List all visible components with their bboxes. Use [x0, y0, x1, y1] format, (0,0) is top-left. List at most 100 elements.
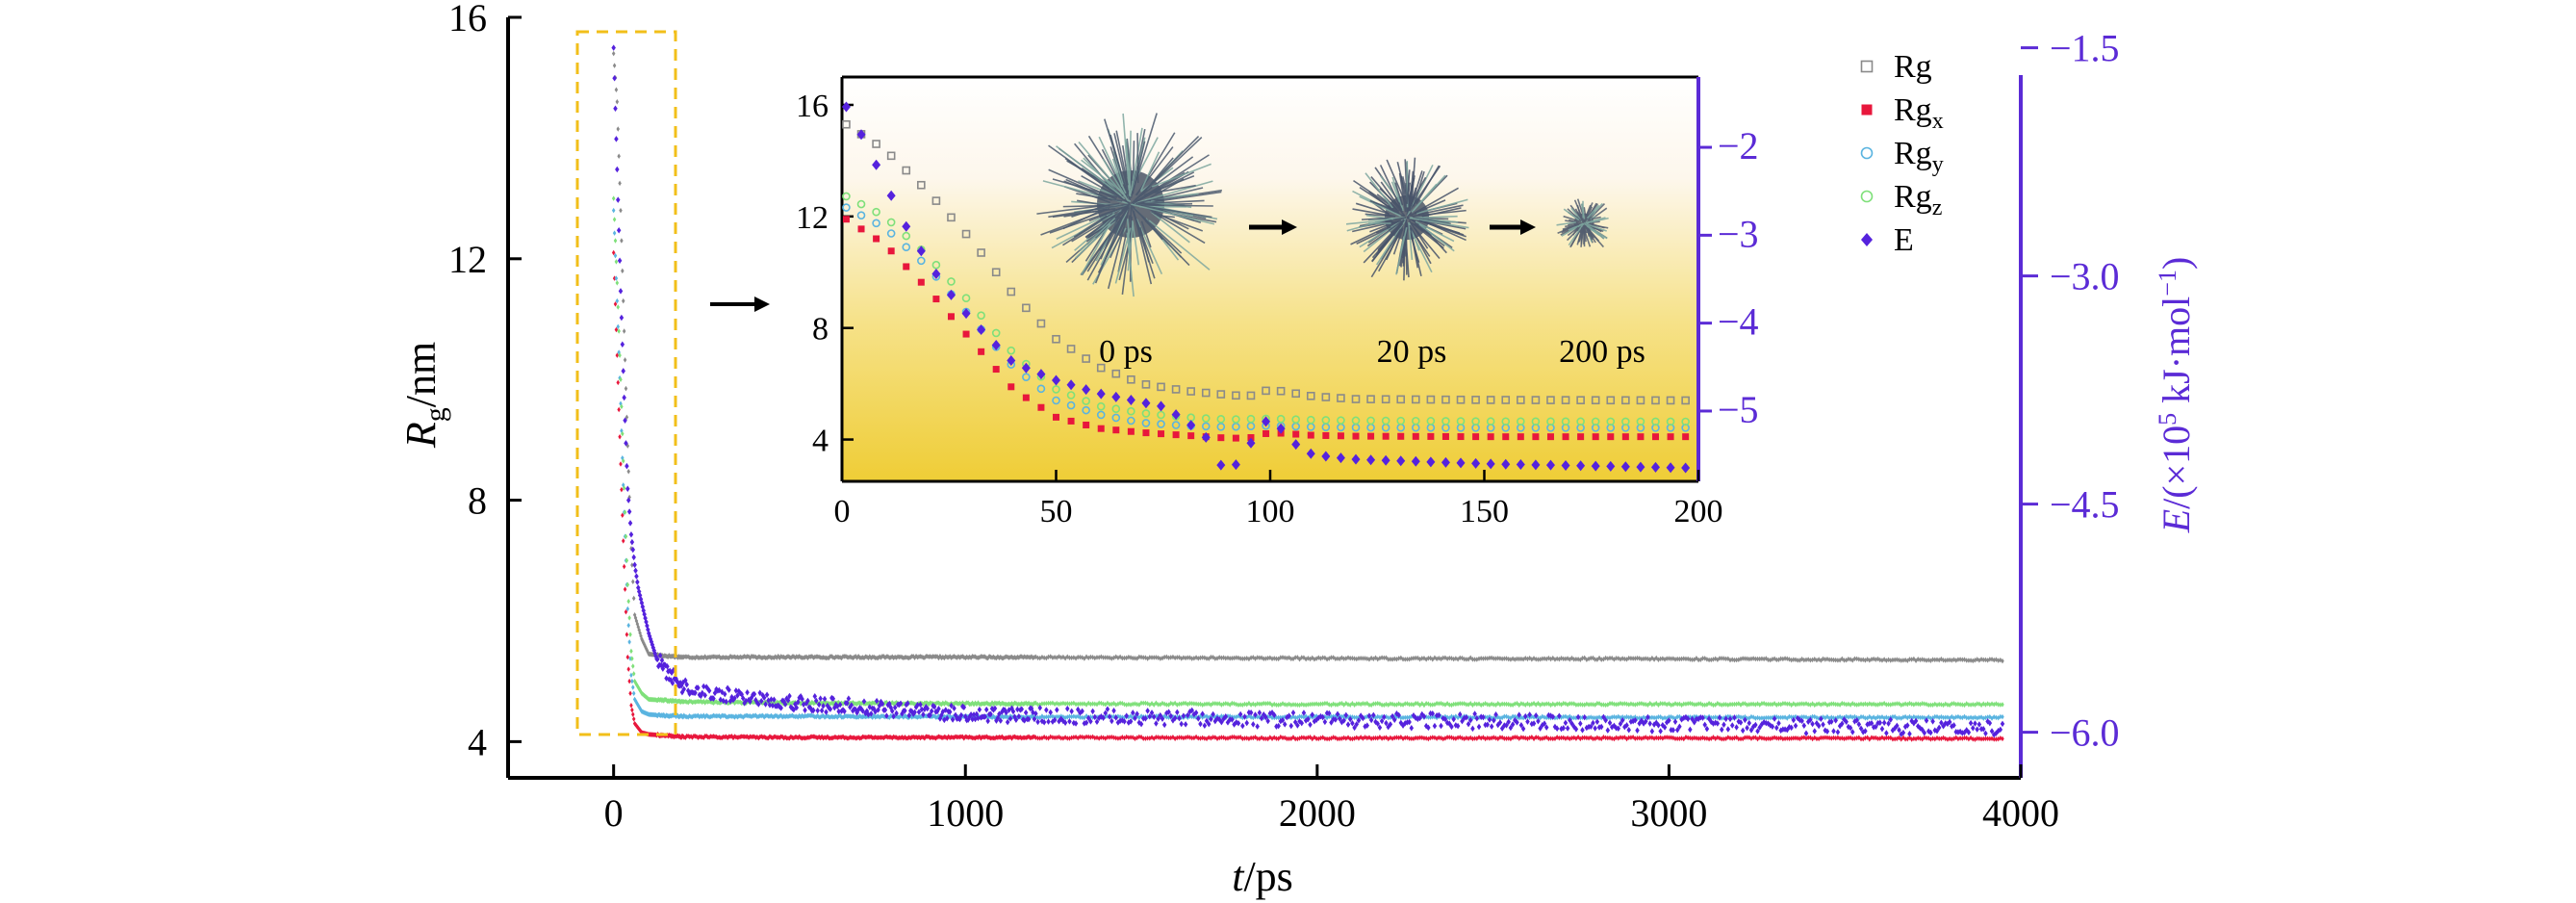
data-point-E: [1128, 718, 1134, 725]
data-point-E: [1563, 719, 1569, 727]
data-point-Rg_x: [1470, 735, 1475, 742]
data-point-Rg_x: [1186, 734, 1190, 740]
data-point-Rg: [1479, 656, 1483, 661]
data-point-E: [1968, 719, 1974, 727]
inset-data-point-Rg_z: [1681, 417, 1690, 426]
legend-item: Rgz: [1860, 179, 1942, 220]
inset-data-point-Rg: [977, 248, 985, 257]
data-point-Rg_x: [1707, 735, 1711, 742]
data-point-Rg_x: [1164, 735, 1169, 740]
inset-data-point-Rg_x: [1592, 433, 1599, 441]
data-point-Rg_x: [1580, 735, 1585, 741]
data-point-Rg_z: [1899, 702, 1903, 709]
data-point-Rg: [1390, 657, 1394, 662]
inset-data-point-Rg_z: [872, 207, 880, 217]
data-point-Rg: [1901, 658, 1905, 663]
data-point-E: [1206, 720, 1211, 728]
data-point-Rg_x: [1994, 736, 1999, 742]
data-point-Rg_y: [1713, 714, 1718, 720]
data-point-Rg_z: [1143, 700, 1148, 707]
data-point-Rg_y: [1612, 713, 1617, 720]
data-point-E: [1561, 725, 1566, 732]
data-point-Rg_y: [1035, 714, 1040, 721]
data-point-E: [1835, 729, 1841, 735]
inset-data-point-E: [1262, 416, 1271, 427]
data-point-Rg: [1240, 656, 1245, 662]
inset-data-point-Rg_z: [1157, 410, 1165, 420]
data-point-E: [1282, 721, 1288, 728]
data-point-Rg_z: [1589, 701, 1594, 708]
data-point-E: [800, 695, 804, 703]
inset-data-point-Rg: [1531, 396, 1541, 404]
data-point-Rg: [1930, 657, 1935, 662]
data-point-Rg_x: [1159, 735, 1162, 741]
data-point-Rg: [1205, 656, 1209, 661]
data-point-Rg: [1035, 655, 1040, 661]
inset-data-point-Rg_x: [1682, 433, 1690, 441]
data-point-Rg: [615, 99, 620, 105]
data-point-Rg_z: [1371, 701, 1376, 707]
data-point-E: [988, 710, 993, 718]
data-point-E: [889, 708, 895, 714]
data-point-E: [1922, 729, 1927, 736]
data-point-Rg_z: [1829, 701, 1834, 707]
data-point-Rg_x: [1141, 735, 1145, 741]
data-point-E: [822, 695, 828, 703]
data-point-E: [1722, 721, 1726, 728]
data-point-Rg: [1792, 657, 1796, 662]
data-point-Rg: [1599, 657, 1603, 662]
data-point-Rg_z: [1472, 701, 1477, 707]
data-point-Rg_z: [1295, 702, 1300, 708]
data-point-E: [1732, 714, 1737, 721]
data-point-Rg: [1923, 657, 1926, 663]
data-point-Rg_x: [1656, 735, 1661, 741]
data-point-E: [1458, 710, 1463, 718]
data-point-Rg_x: [1977, 735, 1981, 742]
data-point-Rg_z: [1182, 700, 1186, 707]
data-point-Rg_y: [1762, 715, 1766, 721]
data-point-Rg_z: [1578, 702, 1583, 708]
data-point-Rg_x: [1274, 735, 1279, 741]
data-point-E: [1582, 713, 1587, 721]
data-point-Rg_z: [1314, 701, 1318, 707]
inset-data-point-E: [1606, 460, 1616, 472]
data-point-E: [876, 707, 880, 713]
data-point-E: [1527, 711, 1532, 718]
data-point-E: [1895, 722, 1900, 730]
data-point-Rg: [1051, 655, 1055, 660]
data-point-Rg_x: [1633, 735, 1638, 741]
data-point-E: [1111, 708, 1116, 714]
data-point-Rg_x: [613, 301, 618, 307]
data-point-Rg_x: [1327, 735, 1332, 742]
data-point-Rg_z: [1179, 701, 1184, 707]
inset-y-tick-label: 4: [812, 424, 829, 459]
data-point-Rg_y: [1297, 713, 1302, 720]
data-point-Rg: [1663, 657, 1667, 662]
data-point-Rg_z: [1617, 701, 1620, 708]
data-point-E: [1377, 724, 1383, 732]
zoom-arrow: [710, 297, 770, 312]
data-point-Rg_x: [1129, 735, 1133, 740]
data-point-E: [1103, 710, 1109, 717]
data-point-Rg_x: [1472, 735, 1477, 741]
data-point-Rg_z: [1541, 701, 1544, 708]
data-point-Rg: [1198, 655, 1203, 661]
data-point-Rg: [1574, 656, 1578, 662]
data-point-E: [1244, 719, 1249, 727]
data-point-E: [619, 314, 625, 322]
data-point-Rg: [1405, 657, 1410, 662]
data-point-E: [1472, 710, 1477, 717]
inset-data-point-E: [1426, 456, 1436, 468]
inset-data-point-Rg: [1321, 393, 1331, 401]
inset-data-point-Rg_z: [1426, 417, 1436, 426]
data-point-E: [1407, 718, 1412, 726]
data-point-E: [1520, 725, 1526, 733]
data-point-Rg_x: [1410, 735, 1414, 742]
inset-data-point-Rg_x: [1007, 383, 1015, 391]
data-point-Rg: [1981, 657, 1985, 663]
inset-y2-tick-label: −3: [1718, 212, 1759, 255]
data-point-Rg_y: [1768, 714, 1773, 721]
data-point-E: [812, 693, 818, 700]
inset-data-point-Rg_x: [992, 366, 1000, 374]
data-point-Rg_y: [631, 684, 635, 690]
